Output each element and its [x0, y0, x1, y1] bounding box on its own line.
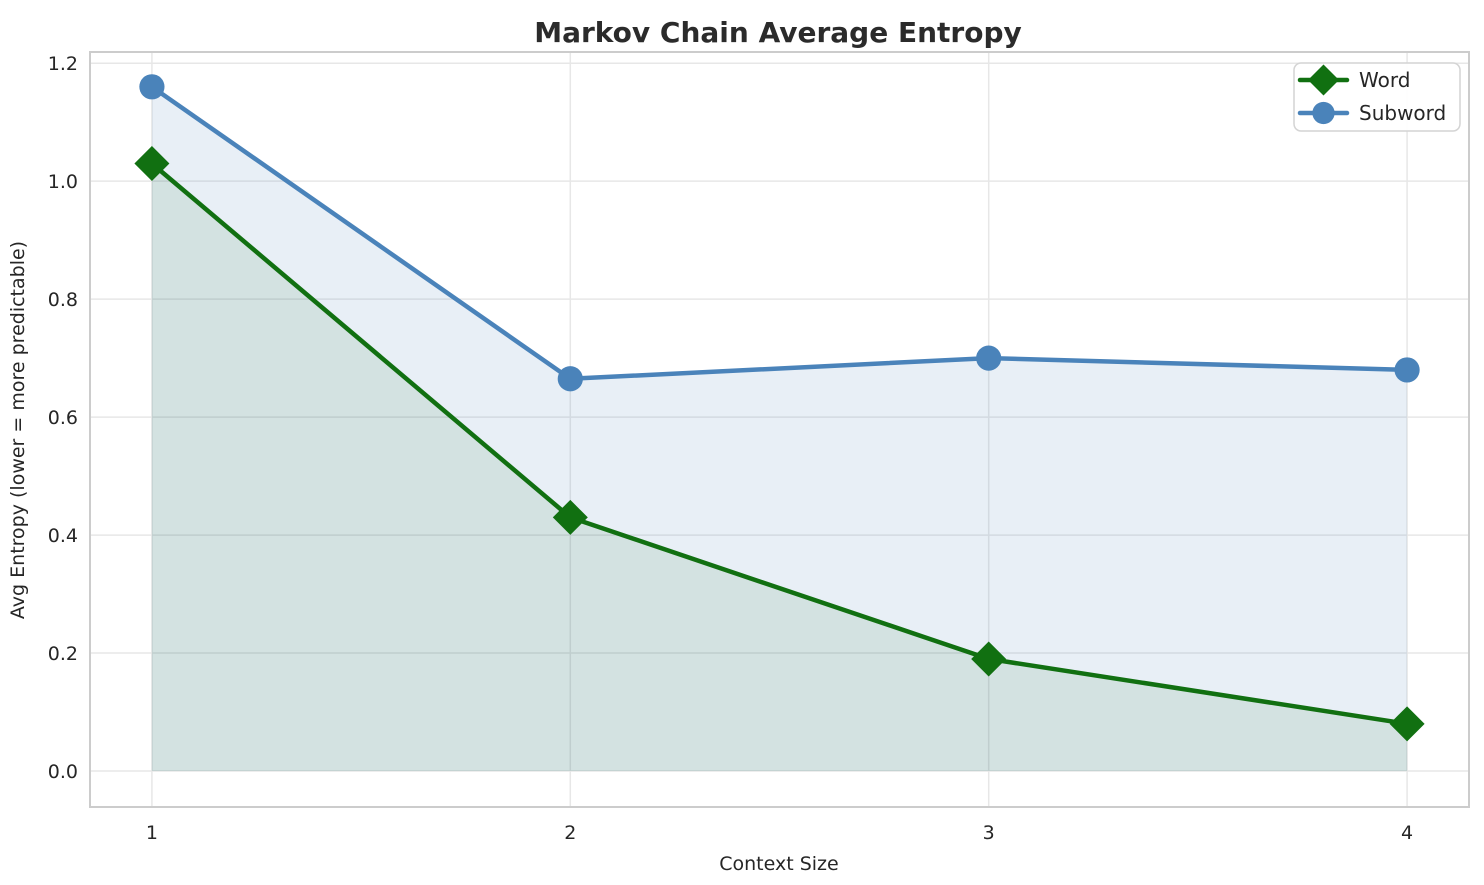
- word-line: [149, 161, 1410, 727]
- y-tick-label: 1.0: [48, 171, 78, 193]
- word-marker: [971, 641, 1007, 677]
- word-marker: [134, 145, 170, 181]
- subword-line: [149, 84, 1410, 382]
- y-tick-label: 0.6: [48, 407, 78, 429]
- x-tick-label: 2: [564, 822, 576, 844]
- subword-marker: [557, 366, 583, 392]
- legend-circle-marker: [1312, 101, 1335, 125]
- subword-marker: [139, 74, 165, 100]
- plot-border: [89, 51, 1470, 808]
- legend-label: Word: [1359, 68, 1410, 92]
- subword-marker: [976, 345, 1002, 371]
- y-axis-label: Avg Entropy (lower = more predictable): [7, 241, 29, 619]
- subword-marker: [1394, 357, 1420, 383]
- x-tick-label: 3: [983, 822, 995, 844]
- legend: Word Subword: [1293, 62, 1461, 132]
- word-marker: [552, 499, 588, 535]
- series-marker-layer: [134, 74, 1425, 742]
- y-tick-label: 0.0: [48, 761, 78, 783]
- legend-item-word: Word: [1297, 64, 1410, 96]
- grid-layer: [90, 52, 1469, 807]
- x-tick-label: 4: [1401, 822, 1413, 844]
- word-area-fill: [151, 163, 1408, 771]
- x-axis-label: Context Size: [719, 853, 838, 875]
- y-tick-label: 0.2: [48, 643, 78, 665]
- chart-title: Markov Chain Average Entropy: [534, 16, 1022, 49]
- x-tick-labels: 1 2 3 4: [146, 822, 1413, 844]
- y-tick-label: 0.8: [48, 289, 78, 311]
- x-tick-label: 1: [146, 822, 158, 844]
- legend-diamond-marker: [1308, 64, 1339, 96]
- y-tick-label: 0.4: [48, 525, 78, 547]
- y-tick-label: 1.2: [48, 53, 78, 75]
- word-marker: [1389, 706, 1425, 742]
- area-fill-layer: [151, 86, 1408, 772]
- series-line-layer: [149, 84, 1410, 727]
- legend-label: Subword: [1359, 101, 1446, 125]
- legend-item-subword: Subword: [1297, 101, 1446, 125]
- subword-area-fill: [151, 86, 1408, 772]
- y-tick-labels: 0.0 0.2 0.4 0.6 0.8 1.0 1.2: [48, 53, 78, 783]
